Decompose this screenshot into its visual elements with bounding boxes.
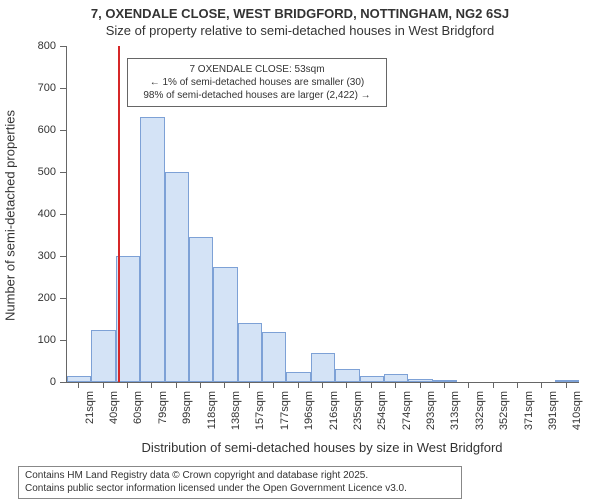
histogram-bar: [335, 369, 359, 382]
x-tick-label: 216sqm: [328, 391, 340, 441]
y-tick: [60, 46, 66, 47]
x-axis-label: Distribution of semi-detached houses by …: [66, 440, 578, 455]
histogram-bar: [238, 323, 262, 382]
x-tick-label: 235sqm: [352, 391, 364, 441]
x-tick-label: 138sqm: [230, 391, 242, 441]
x-tick-label: 196sqm: [303, 391, 315, 441]
y-tick-label: 800: [26, 40, 56, 52]
attribution-box: Contains HM Land Registry data © Crown c…: [18, 466, 462, 499]
y-tick-label: 100: [26, 334, 56, 346]
x-tick-label: 332sqm: [474, 391, 486, 441]
x-tick-label: 177sqm: [279, 391, 291, 441]
y-tick: [60, 256, 66, 257]
x-tick-label: 21sqm: [84, 391, 96, 441]
y-tick-label: 400: [26, 208, 56, 220]
histogram-bar: [286, 372, 310, 383]
x-tick-label: 293sqm: [425, 391, 437, 441]
attribution-line2: Contains public sector information licen…: [25, 483, 455, 496]
histogram-bar: [165, 172, 189, 382]
x-tick: [78, 382, 79, 388]
x-tick-label: 352sqm: [498, 391, 510, 441]
x-tick-label: 99sqm: [181, 391, 193, 441]
x-tick: [322, 382, 323, 388]
attribution-line1: Contains HM Land Registry data © Crown c…: [25, 470, 455, 483]
histogram-bar: [433, 380, 457, 382]
x-tick-label: 254sqm: [376, 391, 388, 441]
x-tick-label: 371sqm: [523, 391, 535, 441]
x-tick-label: 40sqm: [108, 391, 120, 441]
x-tick-label: 157sqm: [254, 391, 266, 441]
histogram-bar: [360, 376, 384, 382]
histogram-bar: [384, 374, 408, 382]
histogram-bar: [555, 380, 579, 382]
annotation-line3: 98% of semi-detached houses are larger (…: [134, 89, 380, 102]
x-tick-label: 79sqm: [157, 391, 169, 441]
x-tick: [249, 382, 250, 388]
y-tick: [60, 130, 66, 131]
x-tick-label: 118sqm: [206, 391, 218, 441]
y-tick-label: 300: [26, 250, 56, 262]
y-tick: [60, 298, 66, 299]
histogram-bar: [213, 267, 237, 383]
x-tick: [420, 382, 421, 388]
x-tick: [298, 382, 299, 388]
y-tick: [60, 214, 66, 215]
histogram-bar: [408, 379, 432, 382]
y-tick: [60, 172, 66, 173]
x-tick-label: 313sqm: [449, 391, 461, 441]
x-tick: [444, 382, 445, 388]
x-tick: [395, 382, 396, 388]
histogram-bar: [91, 330, 115, 383]
x-tick: [127, 382, 128, 388]
x-tick: [566, 382, 567, 388]
x-tick-label: 274sqm: [401, 391, 413, 441]
x-tick-label: 391sqm: [547, 391, 559, 441]
y-tick-label: 0: [26, 376, 56, 388]
y-tick: [60, 88, 66, 89]
x-tick-label: 410sqm: [571, 391, 583, 441]
histogram-bar: [189, 237, 213, 382]
x-tick: [224, 382, 225, 388]
property-marker-line: [118, 46, 120, 382]
x-tick-label: 60sqm: [132, 391, 144, 441]
histogram-bar: [262, 332, 286, 382]
histogram-bar: [67, 376, 91, 382]
annotation-line2: ← 1% of semi-detached houses are smaller…: [134, 76, 380, 89]
y-tick-label: 500: [26, 166, 56, 178]
x-tick: [346, 382, 347, 388]
chart-title-line2: Size of property relative to semi-detach…: [0, 23, 600, 38]
property-annotation-box: 7 OXENDALE CLOSE: 53sqm ← 1% of semi-det…: [127, 58, 387, 107]
histogram-bar: [140, 117, 164, 382]
x-tick: [371, 382, 372, 388]
chart-title-block: 7, OXENDALE CLOSE, WEST BRIDGFORD, NOTTI…: [0, 6, 600, 38]
chart-plot-area: 7 OXENDALE CLOSE: 53sqm ← 1% of semi-det…: [66, 46, 579, 383]
x-tick: [493, 382, 494, 388]
y-tick-label: 600: [26, 124, 56, 136]
y-tick-label: 700: [26, 82, 56, 94]
x-tick: [541, 382, 542, 388]
x-tick: [468, 382, 469, 388]
x-tick: [176, 382, 177, 388]
chart-title-line1: 7, OXENDALE CLOSE, WEST BRIDGFORD, NOTTI…: [0, 6, 600, 21]
histogram-bar: [311, 353, 335, 382]
y-tick-label: 200: [26, 292, 56, 304]
y-tick: [60, 340, 66, 341]
x-tick: [200, 382, 201, 388]
y-axis-label: Number of semi-detached properties: [3, 47, 18, 383]
y-tick: [60, 382, 66, 383]
x-tick: [517, 382, 518, 388]
x-tick: [103, 382, 104, 388]
x-tick: [151, 382, 152, 388]
x-tick: [273, 382, 274, 388]
annotation-line1: 7 OXENDALE CLOSE: 53sqm: [134, 63, 380, 76]
